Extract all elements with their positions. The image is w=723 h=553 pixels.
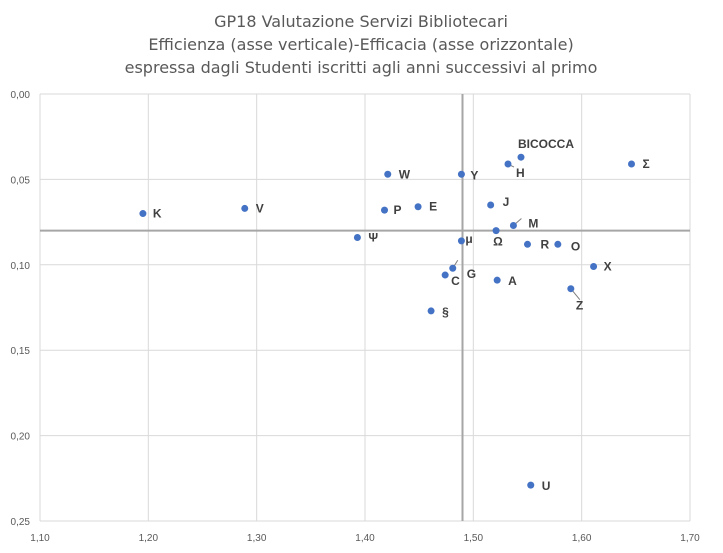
data-label: P xyxy=(394,203,402,217)
data-label: X xyxy=(604,260,612,274)
data-point xyxy=(487,201,495,209)
data-label: U xyxy=(542,479,551,493)
y-tick-label: 0,10 xyxy=(11,261,31,272)
data-point xyxy=(628,160,635,168)
data-point xyxy=(517,153,525,161)
reference-lines xyxy=(40,94,690,521)
data-label: Σ xyxy=(643,157,650,171)
data-label: C xyxy=(451,274,460,288)
data-point xyxy=(492,227,500,235)
data-point xyxy=(139,210,147,218)
data-label: E xyxy=(429,200,437,214)
data-label: Z xyxy=(576,299,583,313)
data-label: K xyxy=(153,207,162,221)
data-point xyxy=(427,307,435,315)
gridlines xyxy=(39,93,691,522)
data-point xyxy=(527,481,535,489)
data-label: R xyxy=(541,237,550,251)
y-tick-label: 0,05 xyxy=(11,175,31,186)
y-axis-tick-labels: 0,00 0,05 0,10 0,15 0,20 0,25 xyxy=(11,90,31,528)
data-label: G xyxy=(467,267,476,281)
x-tick-label: 1,30 xyxy=(247,533,267,544)
data-label: O xyxy=(571,239,580,253)
data-label: μ xyxy=(465,232,472,246)
data-point xyxy=(353,233,361,241)
data-label: H xyxy=(516,166,525,180)
data-label: Y xyxy=(470,168,478,182)
data-point xyxy=(384,170,392,178)
data-point xyxy=(554,240,562,248)
y-tick-label: 0,25 xyxy=(11,517,31,528)
data-label: J xyxy=(503,195,510,209)
data-point xyxy=(457,170,465,178)
data-point xyxy=(414,203,422,211)
data-points xyxy=(139,153,635,489)
data-label: V xyxy=(256,201,264,215)
data-label: W xyxy=(399,167,411,181)
data-label: Ω xyxy=(493,235,503,249)
data-point xyxy=(590,263,598,271)
chart-title-line-3: espressa dagli Studenti iscritti agli an… xyxy=(125,58,598,77)
data-label: A xyxy=(508,274,517,288)
x-tick-label: 1,70 xyxy=(680,533,700,544)
data-labels: K V Ψ W P E Yμ GC § J Ω M A R O X Z BICOCCA H Σ U xyxy=(153,137,650,493)
x-tick-label: 1,20 xyxy=(139,533,159,544)
data-label: Ψ xyxy=(368,230,378,244)
x-tick-label: 1,40 xyxy=(355,533,375,544)
x-tick-label: 1,50 xyxy=(464,533,484,544)
data-label: § xyxy=(442,305,449,319)
x-axis-tick-labels: 1,10 1,20 1,30 1,40 1,50 1,60 1,70 xyxy=(30,533,700,544)
data-point xyxy=(509,222,517,230)
data-point xyxy=(524,240,531,248)
data-point xyxy=(381,206,388,214)
data-point xyxy=(441,271,449,279)
chart-title-line-1: GP18 Valutazione Servizi Bibliotecari xyxy=(214,12,508,31)
data-point xyxy=(457,237,465,245)
y-tick-label: 0,00 xyxy=(11,90,31,101)
y-tick-label: 0,20 xyxy=(11,432,31,443)
data-label: BICOCCA xyxy=(518,137,574,151)
x-tick-label: 1,10 xyxy=(30,533,50,544)
data-point xyxy=(567,285,575,293)
y-tick-label: 0,15 xyxy=(11,346,31,357)
data-point xyxy=(241,204,249,212)
chart-title-line-2: Efficienza (asse verticale)-Efficacia (a… xyxy=(148,35,573,54)
data-point xyxy=(449,264,457,272)
data-label: M xyxy=(528,217,538,231)
data-point xyxy=(504,160,512,168)
x-tick-label: 1,60 xyxy=(572,533,592,544)
data-point xyxy=(493,276,501,284)
